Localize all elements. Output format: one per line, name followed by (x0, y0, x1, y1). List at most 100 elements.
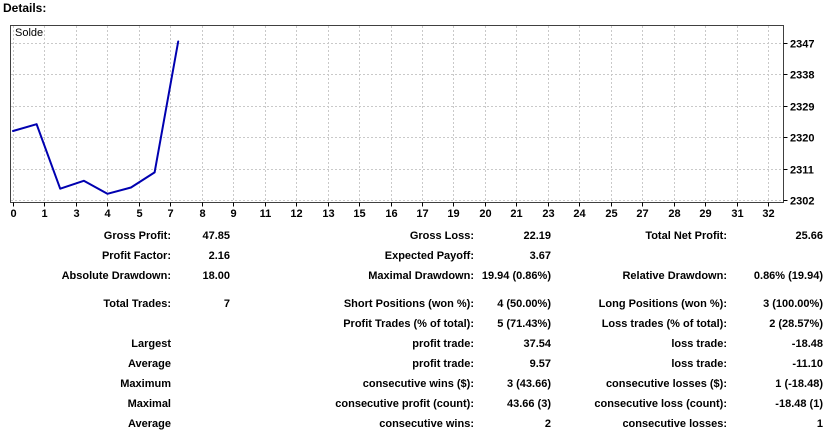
stat-value: -18.48 (791, 338, 823, 350)
stat-value: 22.19 (523, 230, 551, 242)
x-tick-label: 28 (668, 208, 680, 220)
stat-label: Absolute Drawdown: (61, 270, 171, 282)
x-tick-label: 31 (731, 208, 743, 220)
stat-label: Maximal (127, 398, 171, 410)
stats-row: Maximum consecutive wins ($): 3 (43.66) con… (0, 374, 823, 394)
chart-legend-label: Solde (15, 27, 44, 39)
stat-label: profit trade: (412, 338, 474, 350)
x-tick-label: 1 (41, 208, 47, 220)
x-tick-label: 21 (510, 208, 522, 220)
x-tick-label: 20 (479, 208, 491, 220)
stat-value: 47.85 (202, 230, 230, 242)
stat-label: Profit Factor: (101, 250, 171, 262)
x-tick-label: 5 (136, 208, 142, 220)
stat-value: 2.16 (208, 250, 230, 262)
x-tick-label: 25 (605, 208, 617, 220)
y-tick-label: 2320 (790, 133, 814, 145)
stat-label: profit trade: (412, 358, 474, 370)
stat-label: loss trade: (671, 358, 727, 370)
stats-row: Average profit trade: 9.57 loss trade: -11.1… (0, 354, 823, 374)
stat-label: consecutive profit (count): (335, 398, 474, 410)
stat-value: 18.00 (202, 270, 230, 282)
stats-table: Gross Profit: 47.85 Gross Loss: 22.19 Total … (0, 226, 823, 434)
stat-value: 3 (100.00%) (763, 298, 823, 310)
stat-value (171, 354, 230, 374)
stat-label: Total Net Profit: (645, 230, 727, 242)
stat-label: Expected Payoff: (384, 250, 474, 262)
stats-row: Profit Factor: 2.16 Expected Payoff: 3.67 (0, 246, 823, 266)
stat-value: 7 (223, 298, 230, 310)
x-tick-label: 8 (199, 208, 205, 220)
y-tick-label: 2329 (790, 102, 814, 114)
y-tick-label: 2311 (790, 165, 814, 177)
stat-label: Maximum (120, 378, 171, 390)
x-tick-label: 16 (385, 208, 397, 220)
x-tick-label: 24 (573, 208, 586, 220)
stat-label: consecutive wins ($): (362, 378, 474, 390)
x-tick-label: 0 (10, 208, 16, 220)
y-tick-label: 2338 (790, 70, 814, 82)
x-tick-label: 29 (699, 208, 711, 220)
stat-label (551, 246, 727, 266)
plot-area (10, 25, 784, 203)
stat-value: 43.66 (3) (506, 398, 551, 410)
stat-value: -18.48 (1) (775, 398, 823, 410)
x-tick-label: 19 (447, 208, 459, 220)
balance-line (12, 40, 180, 195)
stat-value: 2 (28.57%) (769, 318, 823, 330)
stat-label: Short Positions (won %): (343, 298, 474, 310)
stats-group-1: Gross Profit: 47.85 Gross Loss: 22.19 Total … (0, 226, 823, 286)
stat-value: 1 (816, 418, 823, 430)
stat-label: Gross Loss: (409, 230, 474, 242)
stats-row: Average consecutive wins: 2 consecutive los… (0, 414, 823, 434)
x-tick-label: 13 (322, 208, 334, 220)
x-tick-label: 23 (542, 208, 554, 220)
x-tick-label: 4 (104, 208, 111, 220)
stats-group-2: Total Trades: 7 Short Positions (won %): 4 … (0, 294, 823, 434)
stats-row: Maximal consecutive profit (count): 43.66 … (0, 394, 823, 414)
stat-value: 2 (544, 418, 551, 430)
stat-value (727, 246, 823, 266)
stats-row: Gross Profit: 47.85 Gross Loss: 22.19 Total … (0, 226, 823, 246)
x-tick-label: 17 (416, 208, 428, 220)
stat-label: consecutive wins: (379, 418, 474, 430)
stat-value (171, 374, 230, 394)
stat-value: 9.57 (529, 358, 551, 370)
stat-label: Relative Drawdown: (622, 270, 727, 282)
x-tick-label: 32 (762, 208, 774, 220)
stat-label (0, 314, 171, 334)
stats-row: Total Trades: 7 Short Positions (won %): 4 … (0, 294, 823, 314)
stat-label: Total Trades: (103, 298, 171, 310)
stat-value: -11.10 (792, 358, 823, 370)
x-tick-label: 9 (230, 208, 236, 220)
stat-value: 1 (-18.48) (775, 378, 823, 390)
stat-label: Profit Trades (% of total): (343, 318, 474, 330)
x-tick-label: 15 (353, 208, 365, 220)
x-tick-label: 12 (290, 208, 302, 220)
stat-label: Gross Profit: (103, 230, 171, 242)
stat-value: 3 (43.66) (506, 378, 551, 390)
stat-label: Largest (131, 338, 171, 350)
x-tick-label: 7 (167, 208, 173, 220)
stat-value (171, 394, 230, 414)
stat-value: 3.67 (529, 250, 551, 262)
stat-label: Loss trades (% of total): (601, 318, 727, 330)
stat-label: consecutive losses: (622, 418, 727, 430)
x-tick-label: 27 (636, 208, 648, 220)
stat-label: loss trade: (671, 338, 727, 350)
stats-row: Largest profit trade: 37.54 loss trade: -18.… (0, 334, 823, 354)
y-tick-label: 2347 (790, 39, 814, 51)
balance-chart-panel: 0 1 3 4 5 7 8 9 11 12 13 15 16 17 19 20 21 23 24 25 27 28 29 31… (0, 22, 839, 224)
stats-row: Absolute Drawdown: 18.00 Maximal Drawdown:… (0, 266, 823, 286)
stat-label: Maximal Drawdown: (368, 270, 474, 282)
stat-value (171, 334, 230, 354)
page-title: Details: (3, 1, 47, 15)
stat-value: 25.66 (795, 230, 823, 242)
stat-label: consecutive losses ($): (605, 378, 727, 390)
stat-value: 37.54 (523, 338, 551, 350)
y-tick-label: 2302 (790, 196, 814, 208)
stat-value: 19.94 (0.86%) (481, 270, 551, 282)
balance-chart: 0 1 3 4 5 7 8 9 11 12 13 15 16 17 19 20 21 23 24 25 27 28 29 31… (10, 25, 814, 220)
stat-label: Average (127, 418, 171, 430)
stats-row: Profit Trades (% of total): 5 (71.43%) Los… (0, 314, 823, 334)
